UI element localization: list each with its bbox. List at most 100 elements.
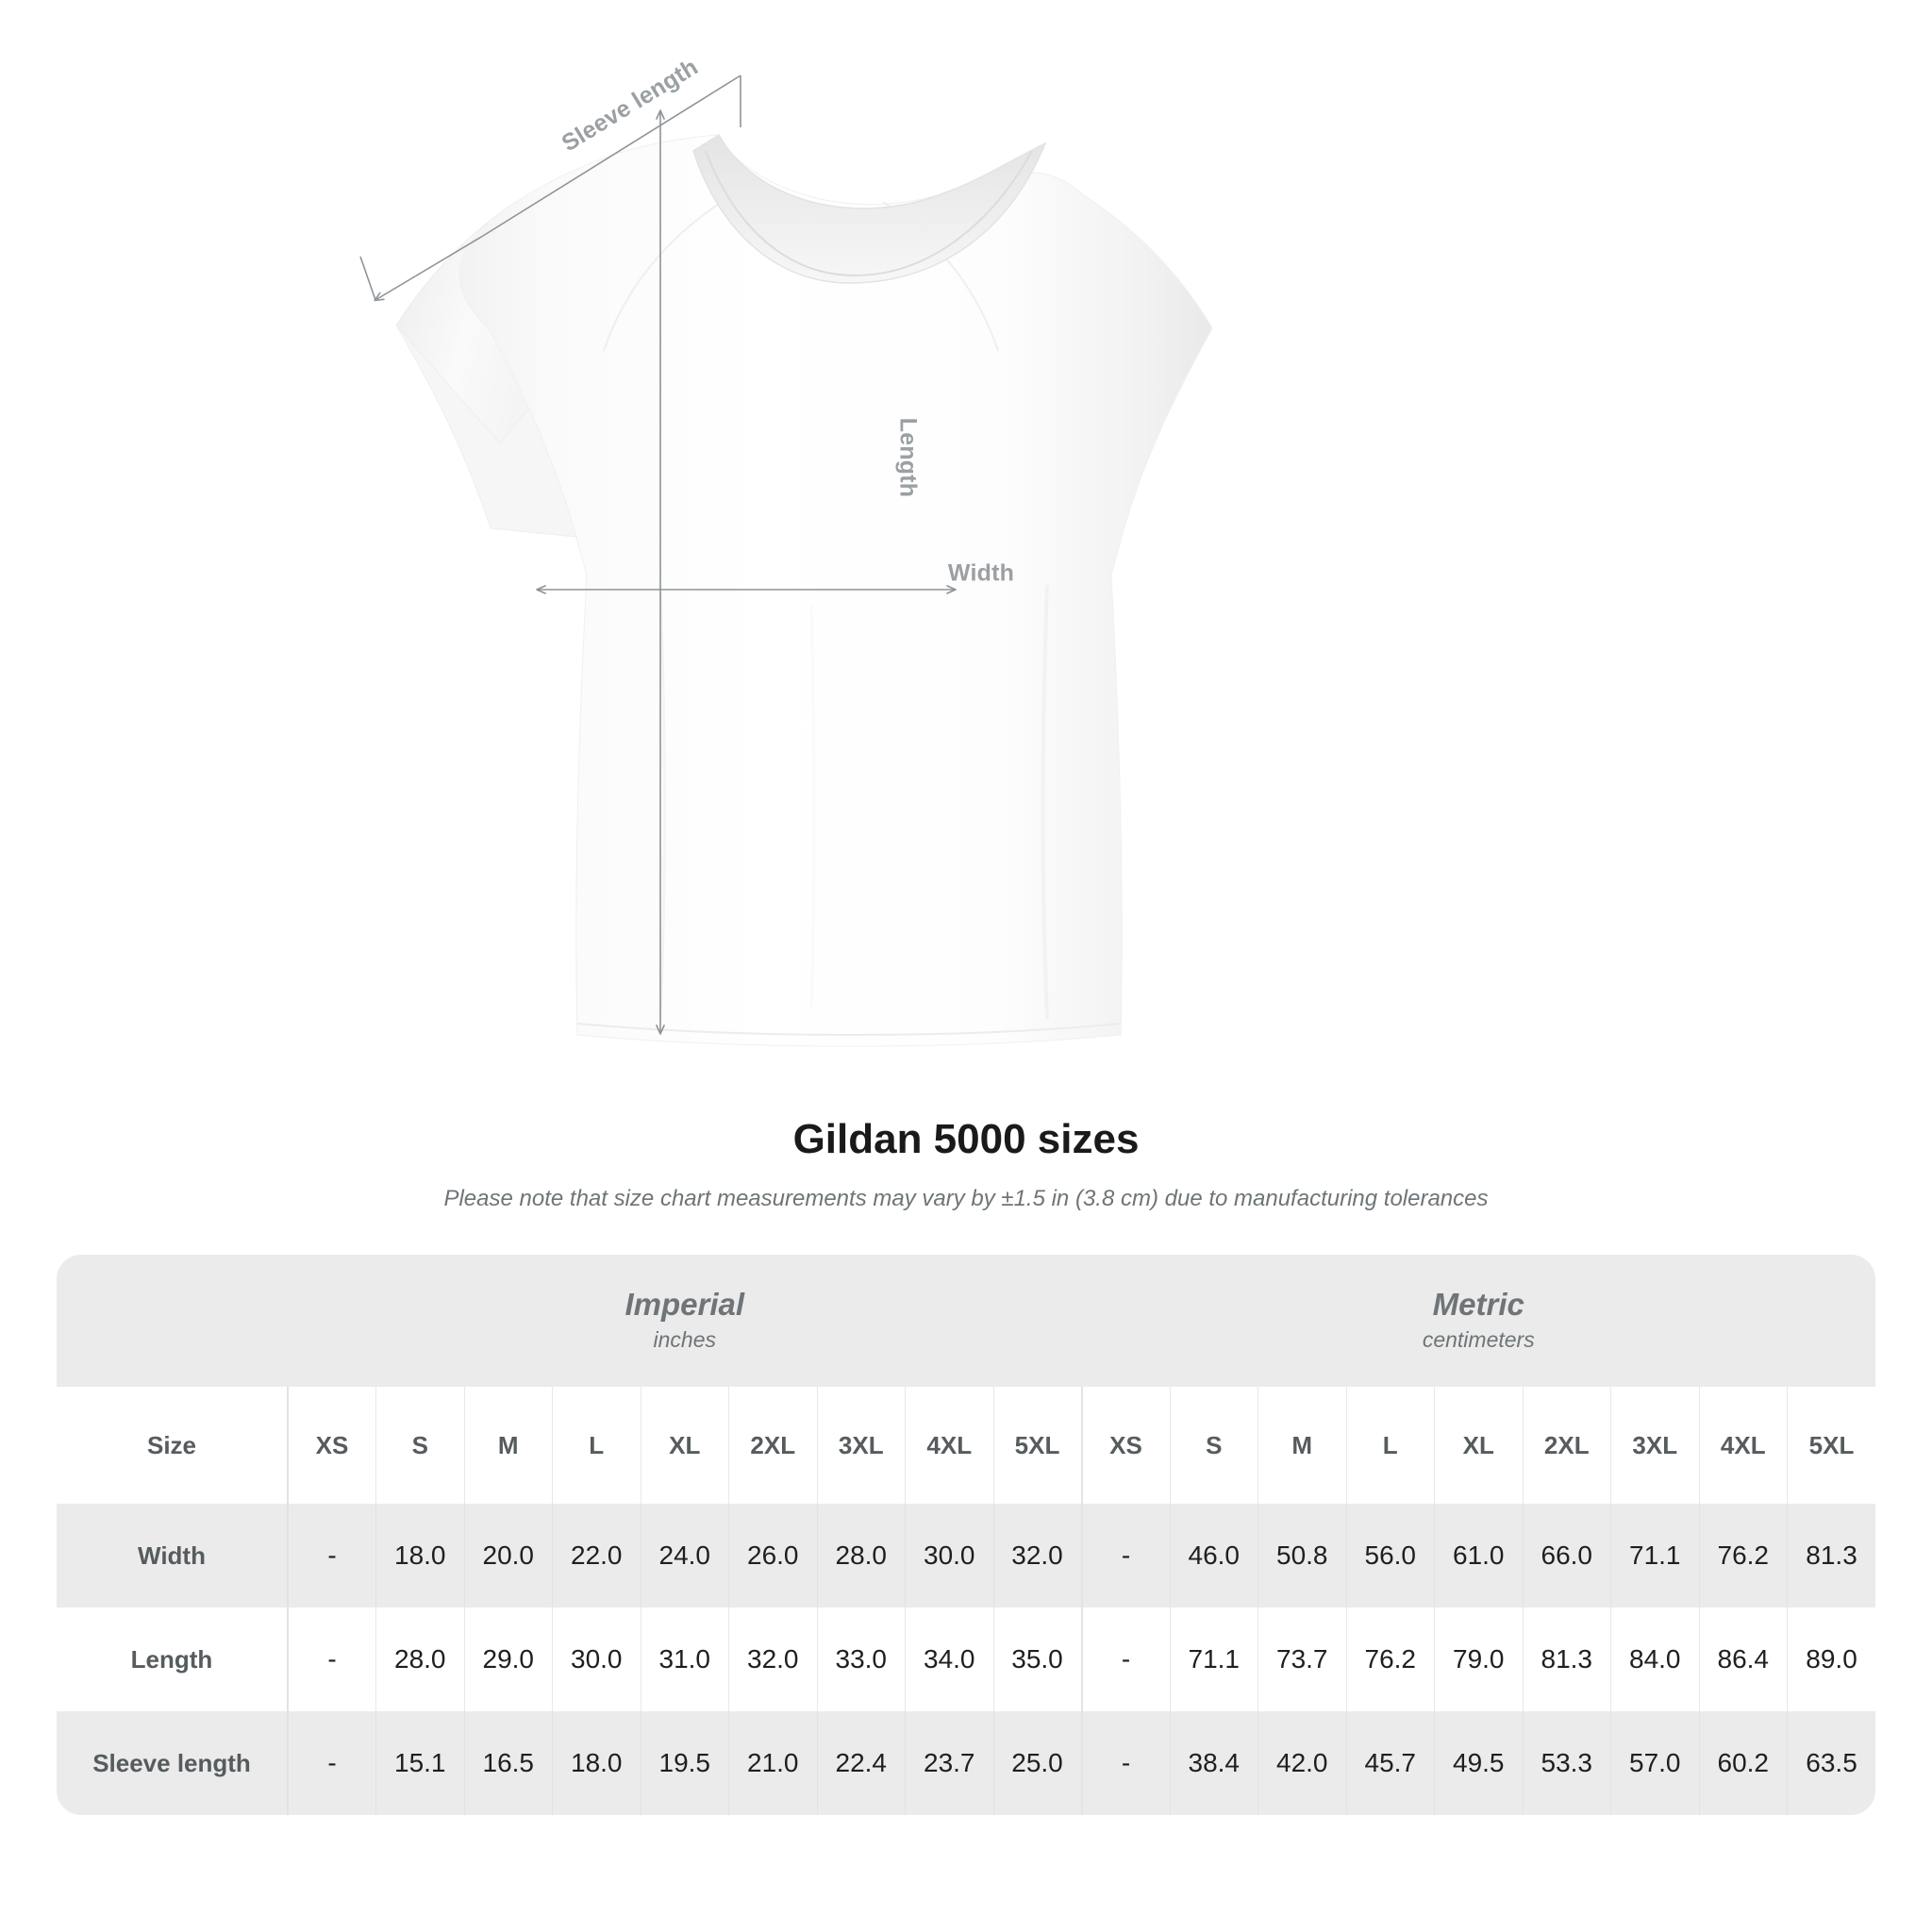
table-row: Width -18.0 20.0 22.0 24.0 26.0 28.0 30.0 32.0-4… bbox=[57, 1504, 1876, 1608]
cell-sleeve-length-imperial-l: 18.0 bbox=[552, 1711, 641, 1816]
cell-width-metric-l: 56.0 bbox=[1346, 1504, 1435, 1608]
unit-banner-metric: Metric centimeters bbox=[1081, 1255, 1876, 1388]
cell-sleeve-length-metric-5xl: 63.5 bbox=[1787, 1711, 1876, 1816]
row-label-width: Width bbox=[57, 1504, 289, 1608]
cell-width-imperial-2xl: 26.0 bbox=[728, 1504, 818, 1608]
cell-length-imperial-3xl: 33.0 bbox=[817, 1607, 906, 1712]
cell-length-metric-s: 71.1 bbox=[1170, 1607, 1258, 1712]
cell-sleeve-length-imperial-4xl: 23.7 bbox=[905, 1711, 994, 1816]
page-subtitle: Please note that size chart measurements… bbox=[443, 1186, 1489, 1211]
column-header-metric-m: M bbox=[1257, 1387, 1347, 1505]
sleeve-length-arrow bbox=[374, 235, 484, 302]
cell-length-metric-2xl: 81.3 bbox=[1523, 1607, 1611, 1712]
width-label: Width bbox=[947, 559, 1015, 587]
unit-banner-row: Imperial inches Metric centimeters bbox=[57, 1255, 1876, 1388]
cell-sleeve-length-metric-4xl: 60.2 bbox=[1699, 1711, 1788, 1816]
cell-width-imperial-l: 22.0 bbox=[552, 1504, 641, 1608]
sleeve-length-tick-end bbox=[359, 256, 376, 301]
cell-sleeve-length-imperial-xs: - bbox=[288, 1711, 376, 1816]
cell-length-metric-l: 76.2 bbox=[1346, 1607, 1435, 1712]
cell-sleeve-length-metric-s: 38.4 bbox=[1170, 1711, 1258, 1816]
cell-length-imperial-2xl: 32.0 bbox=[728, 1607, 818, 1712]
cell-sleeve-length-metric-l: 45.7 bbox=[1346, 1711, 1435, 1816]
column-header-metric-xs: XS bbox=[1080, 1387, 1171, 1505]
cell-length-imperial-s: 28.0 bbox=[375, 1607, 465, 1712]
unit-banner-imperial: Imperial inches bbox=[288, 1255, 1082, 1388]
cell-length-metric-xs: - bbox=[1080, 1607, 1171, 1712]
cell-length-metric-4xl: 86.4 bbox=[1699, 1607, 1788, 1712]
column-header-metric-l: L bbox=[1346, 1387, 1435, 1505]
row-label-sleeve-length: Sleeve length bbox=[57, 1711, 289, 1816]
table-header-row: Size XS S M L XL 2XL 3XL 4XL 5XL XS S M L XL 2XL 3XL 4XL 5… bbox=[57, 1387, 1876, 1505]
column-header-metric-s: S bbox=[1170, 1387, 1258, 1505]
cell-length-imperial-m: 29.0 bbox=[464, 1607, 553, 1712]
cell-width-imperial-4xl: 30.0 bbox=[905, 1504, 994, 1608]
column-header-metric-3xl: 3XL bbox=[1610, 1387, 1700, 1505]
collar bbox=[692, 133, 1047, 284]
cell-sleeve-length-metric-xl: 49.5 bbox=[1434, 1711, 1524, 1816]
cell-length-imperial-l: 30.0 bbox=[552, 1607, 641, 1712]
column-header-imperial-2xl: 2XL bbox=[728, 1387, 818, 1505]
cell-width-metric-xs: - bbox=[1080, 1504, 1171, 1608]
cell-width-metric-4xl: 76.2 bbox=[1699, 1504, 1788, 1608]
column-header-imperial-m: M bbox=[464, 1387, 553, 1505]
cell-width-metric-5xl: 81.3 bbox=[1787, 1504, 1876, 1608]
row-label-length: Length bbox=[57, 1607, 289, 1712]
cell-sleeve-length-metric-xs: - bbox=[1080, 1711, 1171, 1816]
cell-width-metric-2xl: 66.0 bbox=[1523, 1504, 1611, 1608]
bottom-hem bbox=[576, 1023, 1122, 1036]
cell-length-metric-5xl: 89.0 bbox=[1787, 1607, 1876, 1712]
cell-width-imperial-s: 18.0 bbox=[375, 1504, 465, 1608]
column-header-imperial-4xl: 4XL bbox=[905, 1387, 994, 1505]
cell-length-metric-xl: 79.0 bbox=[1434, 1607, 1524, 1712]
cell-sleeve-length-imperial-xl: 19.5 bbox=[641, 1711, 729, 1816]
cell-width-imperial-xl: 24.0 bbox=[641, 1504, 729, 1608]
cell-width-metric-s: 46.0 bbox=[1170, 1504, 1258, 1608]
column-header-imperial-s: S bbox=[375, 1387, 465, 1505]
cell-width-imperial-m: 20.0 bbox=[464, 1504, 553, 1608]
cell-length-metric-m: 73.7 bbox=[1257, 1607, 1347, 1712]
column-header-size: Size bbox=[57, 1387, 289, 1505]
left-sleeve-hem bbox=[395, 325, 605, 541]
column-header-metric-2xl: 2XL bbox=[1523, 1387, 1611, 1505]
column-header-metric-xl: XL bbox=[1434, 1387, 1524, 1505]
unit-banner-spacer bbox=[57, 1255, 288, 1388]
fabric-fold bbox=[1041, 584, 1049, 1020]
cell-width-metric-xl: 61.0 bbox=[1434, 1504, 1524, 1608]
cell-sleeve-length-metric-3xl: 57.0 bbox=[1610, 1711, 1700, 1816]
cell-length-metric-3xl: 84.0 bbox=[1610, 1607, 1700, 1712]
sleeve-length-line bbox=[482, 75, 741, 237]
title-block: Gildan 5000 sizes Please note that size … bbox=[0, 1113, 1932, 1213]
fabric-fold bbox=[809, 603, 816, 1010]
size-chart-table: Imperial inches Metric centimeters Size XS S M L… bbox=[57, 1255, 1876, 1816]
cell-length-imperial-xl: 31.0 bbox=[641, 1607, 729, 1712]
length-label: Length bbox=[894, 417, 922, 498]
column-header-metric-4xl: 4XL bbox=[1699, 1387, 1788, 1505]
column-header-metric-5xl: 5XL bbox=[1787, 1387, 1876, 1505]
cell-length-imperial-xs: - bbox=[288, 1607, 376, 1712]
page-title: Gildan 5000 sizes bbox=[792, 1116, 1140, 1162]
collar-inner-seam bbox=[705, 150, 1033, 277]
tshirt-illustration bbox=[359, 75, 1213, 1047]
column-header-imperial-xl: XL bbox=[641, 1387, 729, 1505]
cell-sleeve-length-metric-2xl: 53.3 bbox=[1523, 1711, 1611, 1816]
column-header-imperial-3xl: 3XL bbox=[817, 1387, 906, 1505]
cell-width-metric-m: 50.8 bbox=[1257, 1504, 1347, 1608]
column-header-imperial-l: L bbox=[552, 1387, 641, 1505]
size-table-wrap: Imperial inches Metric centimeters Size XS S M L… bbox=[0, 1213, 1932, 1816]
cell-width-metric-3xl: 71.1 bbox=[1610, 1504, 1700, 1608]
cell-sleeve-length-imperial-m: 16.5 bbox=[464, 1711, 553, 1816]
cell-width-imperial-xs: - bbox=[288, 1504, 376, 1608]
unit-name: Metric bbox=[1432, 1287, 1524, 1323]
table-row: Length -28.0 29.0 30.0 31.0 32.0 33.0 34.0 35.0-… bbox=[57, 1607, 1876, 1712]
unit-name: Imperial bbox=[625, 1287, 745, 1323]
unit-subtitle: inches bbox=[653, 1326, 716, 1352]
table-row: Sleeve length -15.1 16.5 18.0 19.5 21.0 22.4 23… bbox=[57, 1711, 1876, 1816]
column-header-imperial-xs: XS bbox=[288, 1387, 376, 1505]
cell-length-imperial-5xl: 35.0 bbox=[993, 1607, 1082, 1712]
cell-sleeve-length-imperial-s: 15.1 bbox=[375, 1711, 465, 1816]
cell-sleeve-length-metric-m: 42.0 bbox=[1257, 1711, 1347, 1816]
column-header-imperial-5xl: 5XL bbox=[993, 1387, 1082, 1505]
cell-sleeve-length-imperial-2xl: 21.0 bbox=[728, 1711, 818, 1816]
left-shoulder-seam bbox=[603, 203, 720, 352]
